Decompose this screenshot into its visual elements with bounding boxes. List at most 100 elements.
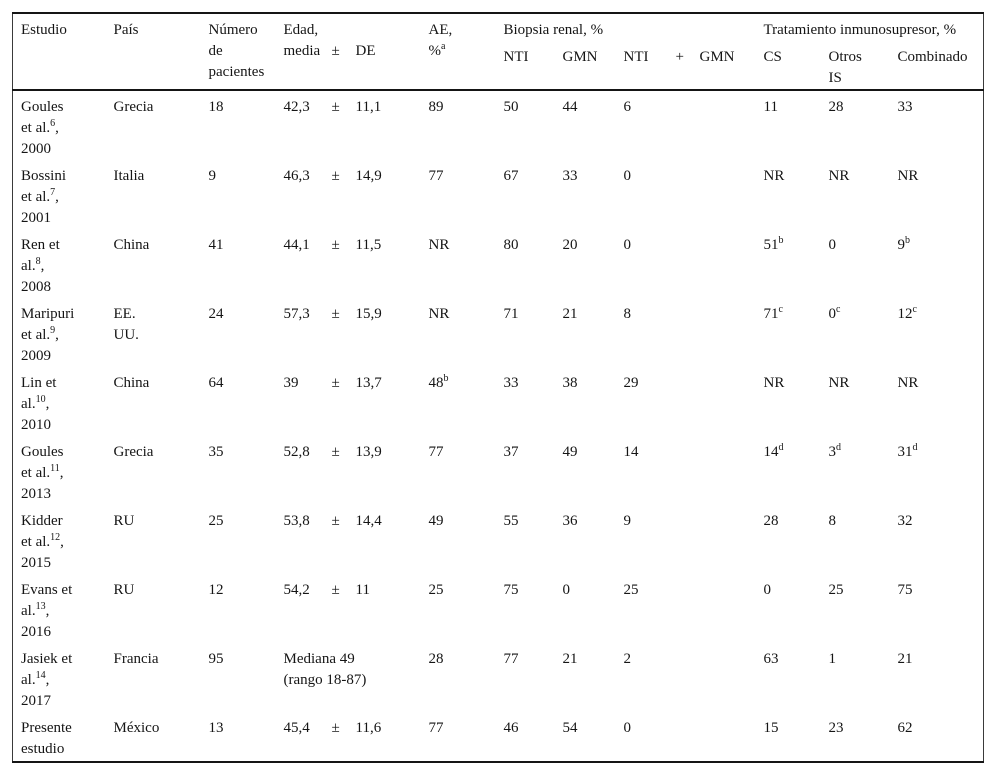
table-body: Goules et al.6, 2000 Grecia 18 42,3 ±11,1 89 50 4… [13,90,984,762]
cell-edad: 57,3 ±15,9 [276,298,421,367]
cell-estudio: Goules et al.6, 2000 [13,90,106,160]
value: 89 [428,99,444,115]
edad-media-value: 45,4 [283,720,310,736]
plus-minus-sign: ± [331,306,340,322]
cell-combinado: NR [890,367,984,436]
cell-cs: 0 [756,574,821,643]
footnote-ref: c [912,304,917,315]
cell-ae: NR [421,298,496,367]
gmn-label: GMN [699,49,735,65]
cell-nti-gmn: 6 [616,90,756,160]
study-line: 2008 [21,277,102,298]
percent-sign: % [428,43,442,59]
cell-nti-gmn: 14 [616,436,756,505]
value: NR [428,237,450,253]
edad-triple: 54,2 ±11 [284,580,417,601]
study-line: Lin et [21,373,102,394]
study-line: 2015 [21,553,102,574]
footnote-ref: 7 [50,187,56,198]
study-text: et al. [21,327,51,343]
footnote-ref: 9 [50,325,56,336]
edad-triple: 44,1 ±11,5 [284,235,417,256]
value: 31 [897,444,913,460]
study-text: Jasiek et [21,651,73,667]
edad-media-value: 54,2 [283,582,310,598]
value: NR [763,168,785,184]
edad-line: (rango 18-87) [283,672,367,688]
value: 77 [428,444,444,460]
cell-estudio: Evans et al.13, 2016 [13,574,106,643]
table-row: Evans et al.13, 2016 RU 12 54,2 ±11 25 75 0 25 0 25 7… [13,574,984,643]
study-text: al. [21,258,36,274]
footnote-ref: 13 [35,601,46,612]
cell-otros: 3d [821,436,890,505]
cell-nti-gmn: 25 [616,574,756,643]
study-text: 2000 [21,141,51,157]
value: 29 [623,375,639,391]
col-group-tratamiento: Tratamiento inmunosupresor, % [763,22,957,38]
cell-estudio: Jasiek et al.14, 2017 [13,643,106,712]
cell-otros: NR [821,160,890,229]
cell-estudio: Bossini et al.7, 2001 [13,160,106,229]
table-row: Presente estudio México 13 45,4 ±11,6 77 46 54 0 1… [13,712,984,762]
study-line: al.13, [21,601,102,622]
value: 8 [828,513,837,529]
study-text: Goules [21,99,64,115]
footnote-ref: 10 [35,394,46,405]
value: 2 [623,651,632,667]
cell-otros: 23 [821,712,890,762]
study-text-after: , [60,534,64,550]
cell-otros: 1 [821,643,890,712]
study-text: 2009 [21,348,51,364]
value: NR [828,375,850,391]
cell-numero: 41 [208,237,224,253]
edad-line: Mediana 49 [283,651,355,667]
value: 49 [562,444,578,460]
cell-otros: 0 [821,229,890,298]
study-text: Presente [21,720,72,736]
cell-edad: 52,8 ±13,9 [276,436,421,505]
country-line: China [113,237,150,253]
cell-pais: Francia [106,643,201,712]
cell-pais: México [106,712,201,762]
value: 33 [897,99,913,115]
value: 25 [428,582,444,598]
col-header-nti-gmn: NTI + GMN [616,41,756,90]
header-row-groups: Estudio País Número de pacientes Edad, m… [13,13,984,80]
study-line: Ren et [21,235,102,256]
study-text: Bossini [21,168,67,184]
study-line: al.10, [21,394,102,415]
cell-gmn: 0 [555,574,616,643]
cell-cs: 71c [756,298,821,367]
cell-nti: 55 [496,505,555,574]
plus-minus-sign: ± [331,43,340,59]
value: 37 [503,444,519,460]
study-text-after: , [59,465,64,481]
plus-minus-sign: ± [331,237,340,253]
value: 28 [763,513,779,529]
study-text: 2008 [21,279,51,295]
edad-de-value: 13,7 [355,375,382,391]
study-line: al.8, [21,256,102,277]
value: 75 [503,582,519,598]
cell-nti: 71 [496,298,555,367]
edad-de-value: 13,9 [355,444,382,460]
cell-numero: 25 [208,513,224,529]
study-text-after: , [40,258,45,274]
cell-pais: RU [106,505,201,574]
cell-gmn: 44 [555,90,616,160]
value: 1 [828,651,837,667]
plus-minus-sign: ± [331,720,340,736]
value: 33 [503,375,519,391]
study-line: 2001 [21,208,102,229]
study-text: Ren et [21,237,60,253]
study-text: 2013 [21,486,51,502]
studies-comparison-table: Estudio País Número de pacientes Edad, m… [12,12,984,763]
value: 44 [562,99,578,115]
cell-edad: 53,8 ±14,4 [276,505,421,574]
cell-gmn: 38 [555,367,616,436]
edad-triple: 39 ±13,7 [284,373,417,394]
table-row: Bossini et al.7, 2001 Italia 9 46,3 ±14,9 77 67 3… [13,160,984,229]
footnote-ref: c [836,304,841,315]
cell-ae: 48b [421,367,496,436]
